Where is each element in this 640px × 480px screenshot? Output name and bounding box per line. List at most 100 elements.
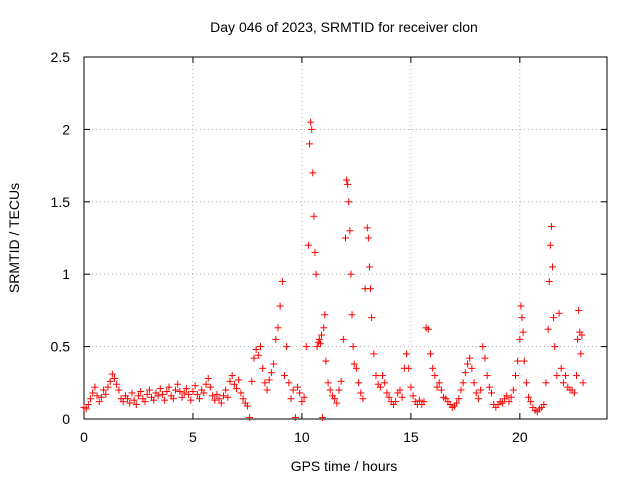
data-point xyxy=(559,379,567,387)
data-point xyxy=(115,386,123,394)
data-point xyxy=(339,335,347,343)
data-point xyxy=(318,331,326,339)
data-point xyxy=(562,372,570,380)
data-point xyxy=(321,311,329,319)
data-point xyxy=(289,386,297,394)
data-point xyxy=(461,369,469,377)
data-point xyxy=(291,414,299,422)
data-point xyxy=(429,364,437,372)
data-point xyxy=(306,140,314,148)
data-point xyxy=(172,386,180,394)
data-point xyxy=(298,398,306,406)
data-point xyxy=(193,390,201,398)
plot-frame xyxy=(83,56,608,420)
data-point xyxy=(405,364,413,372)
data-point xyxy=(507,393,515,401)
data-point xyxy=(392,398,400,406)
data-point xyxy=(215,395,223,403)
data-point xyxy=(187,396,195,404)
data-point xyxy=(483,372,491,380)
data-point xyxy=(87,395,95,403)
data-point xyxy=(145,386,153,394)
data-point xyxy=(230,380,238,388)
data-point xyxy=(191,382,199,390)
data-point xyxy=(370,350,378,358)
data-point xyxy=(505,398,513,406)
data-point xyxy=(141,398,149,406)
data-point xyxy=(276,302,284,310)
data-point xyxy=(195,395,203,403)
data-point xyxy=(124,395,132,403)
data-point xyxy=(130,396,138,404)
data-point xyxy=(156,385,164,393)
data-point xyxy=(169,395,177,403)
data-point xyxy=(312,270,320,278)
data-point xyxy=(407,383,415,391)
data-point xyxy=(337,377,345,385)
data-point xyxy=(287,395,295,403)
y-tick-label: 0.5 xyxy=(51,339,71,355)
y-tick-label: 1.5 xyxy=(51,194,71,210)
data-point xyxy=(322,357,330,365)
data-point xyxy=(416,396,424,404)
data-point xyxy=(516,335,524,343)
data-point xyxy=(158,390,166,398)
data-point xyxy=(228,372,236,380)
data-point xyxy=(396,386,404,394)
data-point xyxy=(527,398,535,406)
data-point xyxy=(278,277,286,285)
data-point xyxy=(577,350,585,358)
data-point xyxy=(319,414,327,422)
data-point xyxy=(365,263,373,271)
data-point xyxy=(320,324,328,332)
data-point xyxy=(544,325,552,333)
data-point xyxy=(84,401,92,409)
data-point xyxy=(546,241,554,249)
data-point xyxy=(304,241,312,249)
data-point xyxy=(372,372,380,380)
data-point xyxy=(113,380,121,388)
data-point xyxy=(519,328,527,336)
data-point xyxy=(477,386,485,394)
data-point xyxy=(379,372,387,380)
data-point xyxy=(294,383,302,391)
data-point xyxy=(557,364,565,372)
data-point xyxy=(453,399,461,407)
data-point xyxy=(466,354,474,362)
data-point xyxy=(498,399,506,407)
data-point xyxy=(311,248,319,256)
data-point xyxy=(522,379,530,387)
data-point xyxy=(547,222,555,230)
data-point xyxy=(313,343,321,351)
data-point xyxy=(307,118,315,126)
data-point xyxy=(426,350,434,358)
data-point xyxy=(89,389,97,397)
data-point xyxy=(333,399,341,407)
data-point xyxy=(472,389,480,397)
data-point xyxy=(347,270,355,278)
x-tick-label: 0 xyxy=(80,429,88,445)
data-point xyxy=(464,360,472,368)
data-point xyxy=(433,383,441,391)
data-point xyxy=(219,392,227,400)
data-point xyxy=(342,234,349,242)
data-point xyxy=(470,379,478,387)
axis-ticks: 0 5 10 15 20 0 0.5 1 1.5 2 2.5 xyxy=(51,49,607,445)
data-point xyxy=(213,390,221,398)
data-point xyxy=(300,393,308,401)
data-point xyxy=(485,383,493,391)
data-point xyxy=(424,325,432,333)
data-point xyxy=(239,395,247,403)
data-point xyxy=(161,396,169,404)
data-point xyxy=(93,392,101,400)
data-point xyxy=(376,383,384,391)
data-point xyxy=(224,393,232,401)
data-point xyxy=(459,379,467,387)
data-point xyxy=(349,343,357,351)
y-tick-label: 0 xyxy=(62,411,70,427)
data-point xyxy=(154,392,162,400)
data-point xyxy=(263,386,271,394)
data-point xyxy=(261,379,269,387)
data-point xyxy=(385,393,393,401)
